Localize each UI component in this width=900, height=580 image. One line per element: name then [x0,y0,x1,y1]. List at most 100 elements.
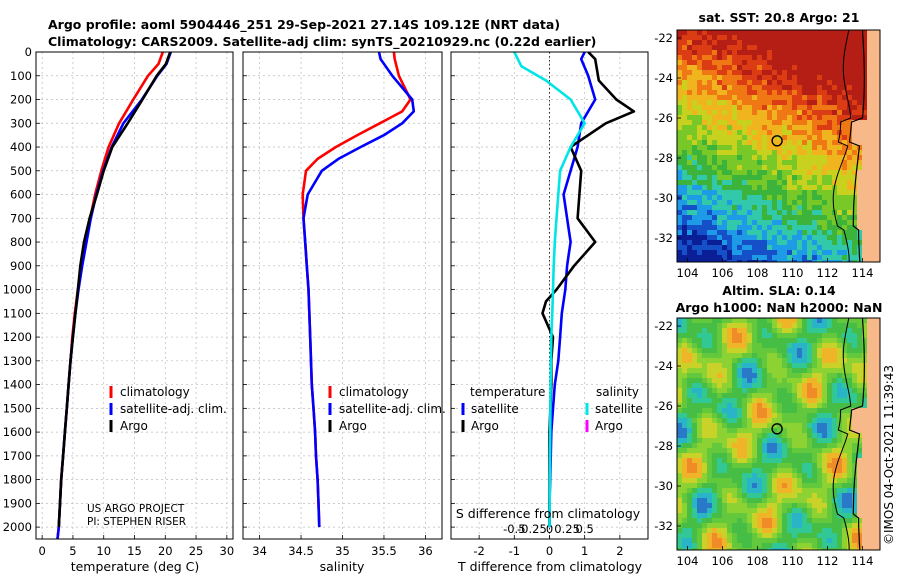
map-cell [747,120,753,126]
map-cell [787,175,793,181]
map-cell [837,145,843,151]
map-cell [807,85,813,91]
map-cell [842,498,848,504]
map-cell [742,453,748,459]
map-cell [807,403,813,409]
map-cell [702,245,708,251]
map-cell [817,240,823,246]
map-cell [827,205,833,211]
map-cell [852,378,858,384]
map-cell [817,483,823,489]
map-cell [692,408,698,414]
map-cell [752,428,758,434]
map-cell [712,403,718,409]
map-cell [857,120,863,126]
map-cell [772,523,778,529]
map-cell [812,423,818,429]
map-cell [727,418,733,424]
map-cell [732,503,738,509]
map-cell [782,528,788,534]
map-cell [682,115,688,121]
map-cell [812,105,818,111]
map-cell [742,160,748,166]
map-cell [777,150,783,156]
map-cell [862,235,868,241]
map-cell [767,135,773,141]
map-cell [812,60,818,66]
map-cell [797,230,803,236]
map-cell [717,398,723,404]
map-cell [757,210,763,216]
map-cell [772,543,778,549]
map-cell [782,373,788,379]
map-cell [752,458,758,464]
map-cell [742,230,748,236]
map-cell [862,443,868,449]
map-cell [762,493,768,499]
map-cell [862,215,868,221]
map-cell [742,215,748,221]
map-cell [702,393,708,399]
map-cell [817,125,823,131]
map-cell [847,408,853,414]
map-cell [772,105,778,111]
map-cell [847,85,853,91]
map-cell [717,220,723,226]
map-cell [762,240,768,246]
map-cell [697,438,703,444]
map-cell [842,333,848,339]
map-cell [872,418,878,424]
map-cell [747,160,753,166]
map-cell [772,348,778,354]
map-cell [727,180,733,186]
map-cell [807,443,813,449]
map-cell [827,438,833,444]
map-cell [707,210,713,216]
map-cell [812,533,818,539]
map-cell [792,358,798,364]
map-cell [692,538,698,544]
map-cell [687,35,693,41]
map-cell [802,453,808,459]
map-cell [797,323,803,329]
map-cell [812,488,818,494]
map-cell [687,493,693,499]
map-cell [877,85,880,91]
map-cell [782,383,788,389]
map-cell [682,543,688,549]
map-cell [702,55,708,61]
map-cell [727,205,733,211]
map-cell [802,328,808,334]
map-cell [862,245,868,251]
map-cell [707,408,713,414]
map-cell [782,488,788,494]
map-cell [827,75,833,81]
map-cell [797,363,803,369]
map-cell [837,35,843,41]
map-cell [852,160,858,166]
map-cell [717,260,723,262]
map-cell [752,40,758,46]
map-cell [767,458,773,464]
map-cell [827,175,833,181]
map-cell [822,230,828,236]
map-cell [792,260,798,262]
map-cell [747,403,753,409]
map-cell [847,343,853,349]
map-cell [702,358,708,364]
map-cell [707,533,713,539]
map-cell [827,135,833,141]
map-cell [767,528,773,534]
map-cell [727,353,733,359]
map-cell [842,323,848,329]
map-cell [847,508,853,514]
map-cell [877,538,880,544]
map-cell [772,408,778,414]
map-cell [692,50,698,56]
map-cell [752,423,758,429]
map-cell [832,125,838,131]
map-cell [857,230,863,236]
map-cell [682,483,688,489]
map-cell [852,60,858,66]
map-cell [852,150,858,156]
